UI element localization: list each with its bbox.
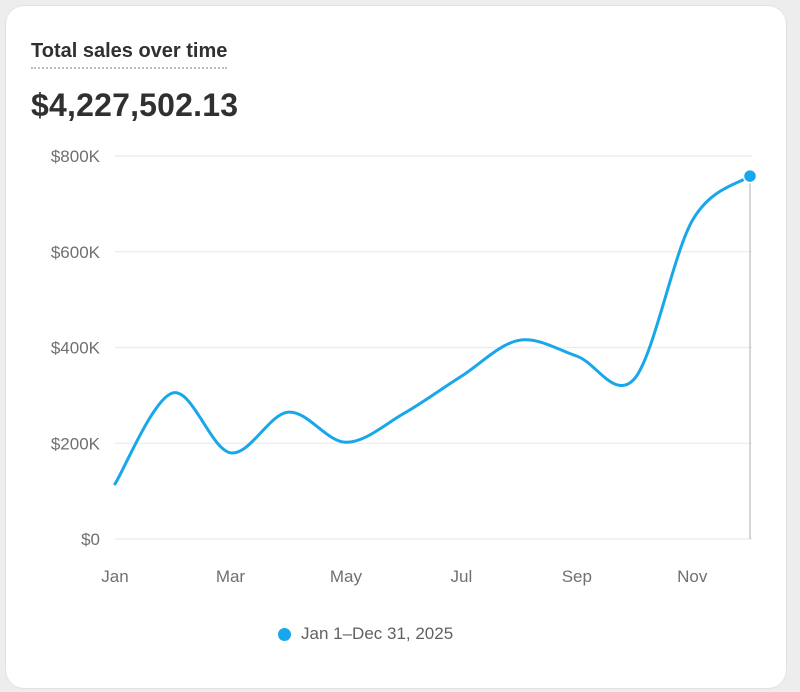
card-title[interactable]: Total sales over time bbox=[31, 40, 228, 69]
data-point[interactable] bbox=[515, 336, 523, 344]
y-axis-ticks: $0 $200K $400K $600K $800K bbox=[51, 147, 101, 549]
y-tick-label: $400K bbox=[51, 339, 101, 358]
legend-label: Jan 1–Dec 31, 2025 bbox=[301, 624, 454, 643]
data-point[interactable] bbox=[111, 480, 119, 488]
data-point[interactable] bbox=[457, 372, 465, 380]
y-tick-label: $0 bbox=[81, 530, 100, 549]
legend[interactable]: Jan 1–Dec 31, 2025 bbox=[278, 624, 453, 644]
data-point[interactable] bbox=[631, 375, 639, 383]
data-point[interactable] bbox=[342, 438, 350, 446]
series-line[interactable] bbox=[113, 174, 752, 486]
x-tick-label: Jan bbox=[101, 567, 128, 586]
data-points[interactable] bbox=[111, 168, 758, 488]
x-tick-label: Mar bbox=[216, 567, 246, 586]
data-point[interactable] bbox=[400, 410, 408, 418]
data-point[interactable] bbox=[226, 449, 234, 457]
x-tick-label: Nov bbox=[677, 567, 708, 586]
y-tick-label: $200K bbox=[51, 434, 101, 453]
data-point[interactable] bbox=[284, 408, 292, 416]
data-point[interactable] bbox=[688, 217, 696, 225]
x-tick-label: Jul bbox=[450, 567, 472, 586]
x-tick-label: May bbox=[330, 567, 363, 586]
data-point[interactable] bbox=[169, 389, 177, 397]
x-axis-ticks: Jan Mar May Jul Sep Nov bbox=[101, 567, 708, 586]
total-sales-value: $4,227,502.13 bbox=[31, 87, 239, 123]
highlighted-data-point[interactable] bbox=[742, 168, 758, 184]
legend-color-dot bbox=[278, 627, 291, 641]
gridlines bbox=[115, 155, 752, 540]
x-tick-label: Sep bbox=[562, 567, 592, 586]
data-point[interactable] bbox=[573, 352, 581, 360]
y-tick-label: $600K bbox=[51, 243, 101, 262]
y-tick-label: $800K bbox=[51, 147, 101, 166]
